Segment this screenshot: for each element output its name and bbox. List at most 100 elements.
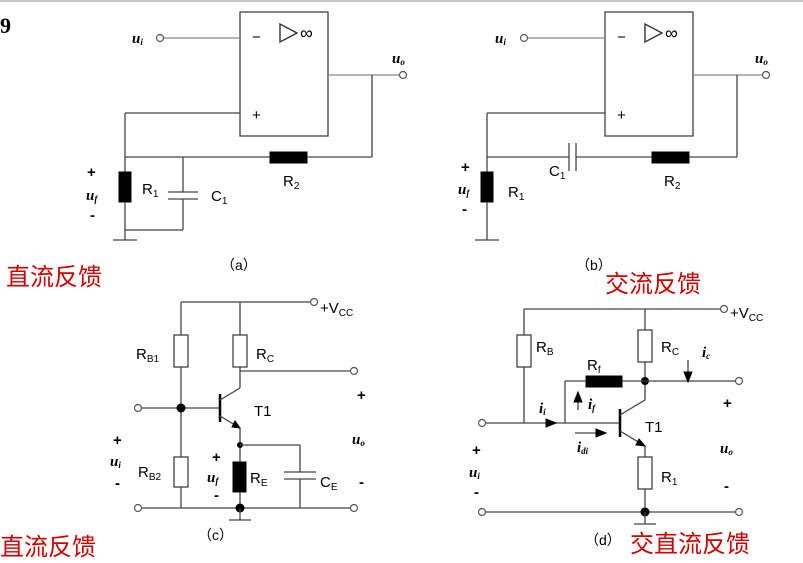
feedback-type-a: 直流反馈 [6, 263, 102, 291]
label-d-R1: R1 [661, 469, 678, 488]
arrow-d-idi [595, 428, 608, 438]
arrow-d-ic [683, 371, 693, 384]
label-d-ic: ic [702, 345, 710, 361]
terminal-d-gnd-out [734, 507, 744, 517]
label-b-minus: - [462, 201, 467, 218]
label-c-uf-plus: + [212, 449, 221, 466]
label-d-uo: uo [720, 441, 733, 457]
terminal-c-vcc [309, 297, 319, 307]
opamp-b-minus: − [617, 29, 626, 46]
panel-d-circuit: +VCC [469, 304, 763, 548]
figure-number: 9 [0, 13, 11, 38]
panel-a-circuit: − + ∞ ui uo + uf - R1 C1 R2 [86, 11, 408, 273]
label-d-T1: T1 [645, 419, 663, 436]
label-a-R2: R2 [283, 173, 300, 192]
resistor-a-R2 [269, 151, 308, 164]
caption-d: （d） [585, 532, 621, 548]
label-d-ui-minus: - [474, 484, 479, 501]
label-d-ii: ii [539, 401, 546, 417]
label-c-ui-minus: - [115, 475, 120, 492]
label-c-T1: T1 [254, 403, 272, 420]
resistor-c-RE [232, 461, 247, 493]
label-d-uo-minus: - [724, 478, 729, 495]
label-c-uf-minus: - [214, 487, 219, 504]
label-d-ui-plus: + [472, 442, 481, 459]
label-c-vcc: +VCC [320, 300, 353, 319]
panel-c-circuit: +VCC [110, 297, 366, 543]
terminal-c-collector [349, 366, 359, 376]
label-a-uo: uo [392, 51, 405, 67]
label-c-uo-plus: + [357, 387, 366, 404]
panel-b-circuit: − + ∞ ui uo + uf - R1 C1 R2 （b） [458, 11, 771, 273]
label-a-minus: - [90, 207, 95, 224]
label-b-plus: + [461, 159, 470, 176]
opamp-a-triangle-icon [279, 22, 299, 44]
caption-c: （c） [198, 527, 233, 543]
label-d-idi: idi [577, 440, 589, 456]
label-a-ui: ui [132, 31, 143, 47]
resistor-a-R1 [118, 171, 132, 203]
opamp-a-minus: − [252, 29, 261, 46]
label-c-CE: CE [320, 474, 338, 493]
opamp-b-triangle-icon [644, 22, 664, 44]
arrow-d-if [573, 390, 583, 403]
resistor-d-RC [637, 329, 653, 363]
label-b-R1: R1 [508, 184, 525, 203]
resistor-c-RB2 [173, 456, 189, 488]
label-c-RB2: RB2 [138, 464, 162, 483]
opamp-a-plus: + [252, 107, 261, 124]
label-b-C1: C1 [549, 163, 566, 182]
label-c-ui: ui [110, 454, 121, 470]
resistor-d-R1 [637, 456, 653, 490]
resistor-c-RC [232, 334, 248, 368]
terminal-c-gnd-in [133, 503, 143, 513]
feedback-type-b: 交流反馈 [605, 270, 701, 298]
label-a-plus: + [87, 164, 96, 181]
label-b-uf: uf [458, 182, 470, 198]
label-c-uf: uf [207, 470, 219, 486]
feedback-type-c: 直流反馈 [0, 533, 96, 561]
label-a-C1: C1 [211, 188, 228, 207]
label-c-uo-minus: - [359, 474, 364, 491]
resistor-b-R1 [480, 171, 494, 203]
resistor-c-RB1 [173, 334, 189, 368]
label-d-Rf: Rf [587, 357, 601, 376]
label-a-R1: R1 [142, 181, 159, 200]
terminal-c-ui [133, 403, 143, 413]
terminal-b-uo [761, 70, 771, 80]
label-a-uf: uf [86, 188, 98, 204]
terminal-d-ui [477, 418, 487, 428]
resistor-b-R2 [651, 151, 690, 164]
label-d-vcc: +VCC [730, 305, 763, 324]
terminal-a-ui [155, 33, 165, 43]
resistor-d-Rf [585, 375, 623, 388]
terminal-d-vcc [719, 304, 729, 314]
caption-b: （b） [576, 257, 612, 273]
label-c-RB1: RB1 [136, 346, 160, 365]
label-d-ui: ui [469, 465, 480, 481]
opamp-b [604, 11, 694, 137]
caption-a: （a） [221, 257, 257, 273]
feedback-type-d: 交直流反馈 [630, 530, 750, 558]
label-b-ui: ui [495, 31, 506, 47]
label-c-RC: RC [256, 346, 274, 365]
label-b-R2: R2 [664, 173, 681, 192]
label-d-if: if [588, 397, 596, 413]
opamp-a-inf: ∞ [300, 23, 313, 43]
terminal-c-gnd-out [349, 503, 359, 513]
label-c-uo: uo [352, 432, 365, 448]
terminal-a-uo [398, 70, 408, 80]
label-d-uo-plus: + [723, 395, 732, 412]
opamp-a [239, 11, 329, 137]
label-d-RB: RB [536, 339, 554, 358]
opamp-b-inf: ∞ [665, 23, 678, 43]
opamp-b-plus: + [617, 107, 626, 124]
resistor-d-RB [516, 334, 532, 368]
node-c-base [176, 403, 186, 413]
label-b-uo: uo [755, 51, 768, 67]
terminal-d-gnd-in [477, 507, 487, 517]
terminal-d-uo [734, 376, 744, 386]
label-d-RC: RC [661, 339, 679, 358]
terminal-b-ui [519, 33, 529, 43]
